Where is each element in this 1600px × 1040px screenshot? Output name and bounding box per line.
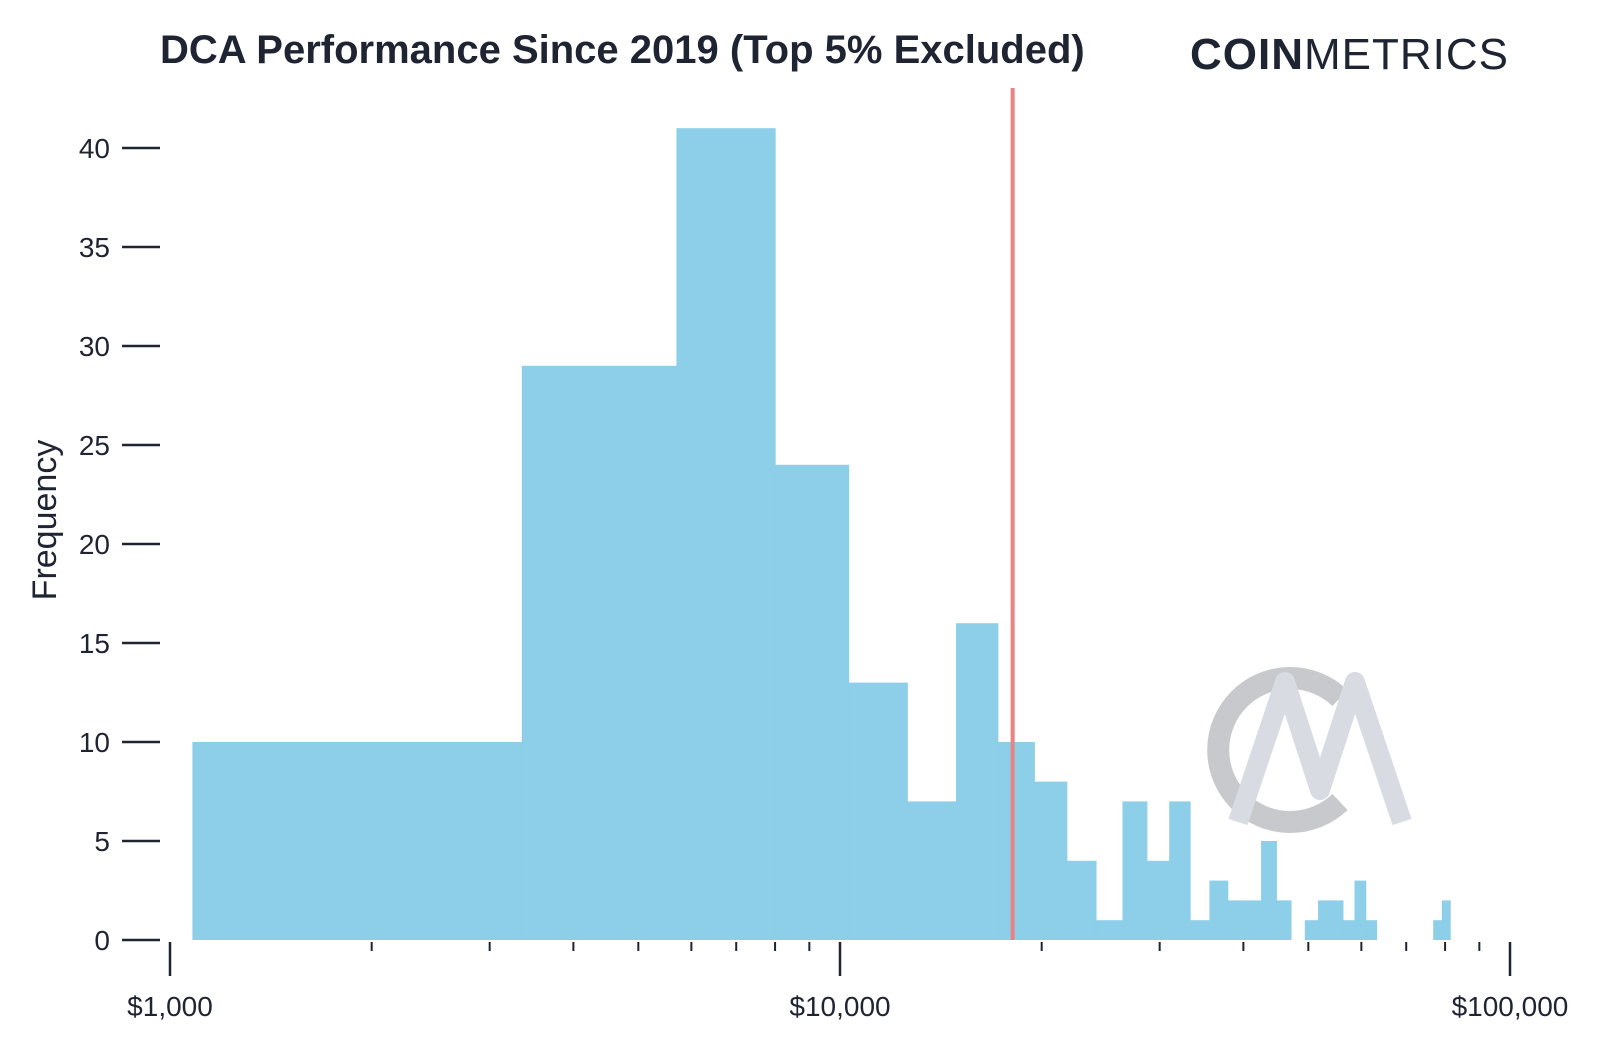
y-tick-label: 25 xyxy=(79,430,110,461)
histogram-bar xyxy=(956,623,999,940)
histogram-bar xyxy=(997,742,1035,940)
histogram-bar xyxy=(907,801,957,940)
histogram-bar xyxy=(1304,920,1319,940)
histogram-bar xyxy=(1095,920,1124,940)
histogram-bar xyxy=(1318,900,1332,940)
histogram-bar xyxy=(1441,900,1451,940)
histogram-bar xyxy=(1354,880,1367,940)
coinmetrics-logo: COINMETRICS xyxy=(1190,30,1509,80)
x-axis: $1,000 $10,000 $100,000 xyxy=(127,942,1568,1022)
logo-light-text: METRICS xyxy=(1304,30,1509,79)
cm-watermark xyxy=(1207,667,1412,833)
logo-bold-text: COIN xyxy=(1190,30,1304,79)
y-tick-label: 10 xyxy=(79,727,110,758)
histogram-bar xyxy=(848,682,908,940)
x-tick-label: $10,000 xyxy=(789,991,890,1022)
y-tick-label: 5 xyxy=(94,826,110,857)
y-axis: 0 5 10 15 20 25 30 35 40 xyxy=(79,133,160,956)
y-tick-label: 20 xyxy=(79,529,110,560)
x-tick-label: $100,000 xyxy=(1452,991,1569,1022)
histogram-bar xyxy=(1034,781,1068,940)
y-axis-title: Frequency xyxy=(26,440,64,601)
histogram-bar xyxy=(676,128,776,940)
histogram-bars xyxy=(192,128,1451,940)
histogram-bar xyxy=(775,464,850,940)
histogram-bar xyxy=(1227,900,1246,940)
histogram-bar xyxy=(521,365,678,940)
histogram-bar xyxy=(1190,920,1211,940)
histogram-bar xyxy=(1330,900,1344,940)
histogram-bar xyxy=(1122,801,1148,940)
histogram-bar xyxy=(1433,920,1443,940)
histogram-bar xyxy=(1365,920,1378,940)
histogram-bar xyxy=(1066,860,1097,940)
y-tick-label: 35 xyxy=(79,232,110,263)
histogram-bar xyxy=(1342,920,1356,940)
y-tick-label: 30 xyxy=(79,331,110,362)
y-tick-label: 0 xyxy=(94,925,110,956)
histogram-bar xyxy=(1146,860,1170,940)
histogram-bar xyxy=(192,742,523,940)
histogram-bar xyxy=(1209,880,1229,940)
chart-title: DCA Performance Since 2019 (Top 5% Exclu… xyxy=(160,28,1085,72)
histogram-bar xyxy=(1276,900,1292,940)
x-tick-label: $1,000 xyxy=(127,991,213,1022)
watermark-m-shape xyxy=(1228,672,1412,826)
histogram-bar xyxy=(1261,841,1277,940)
y-tick-label: 40 xyxy=(79,133,110,164)
histogram-bar xyxy=(1244,900,1262,940)
y-tick-label: 15 xyxy=(79,628,110,659)
histogram-bar xyxy=(1169,801,1191,940)
